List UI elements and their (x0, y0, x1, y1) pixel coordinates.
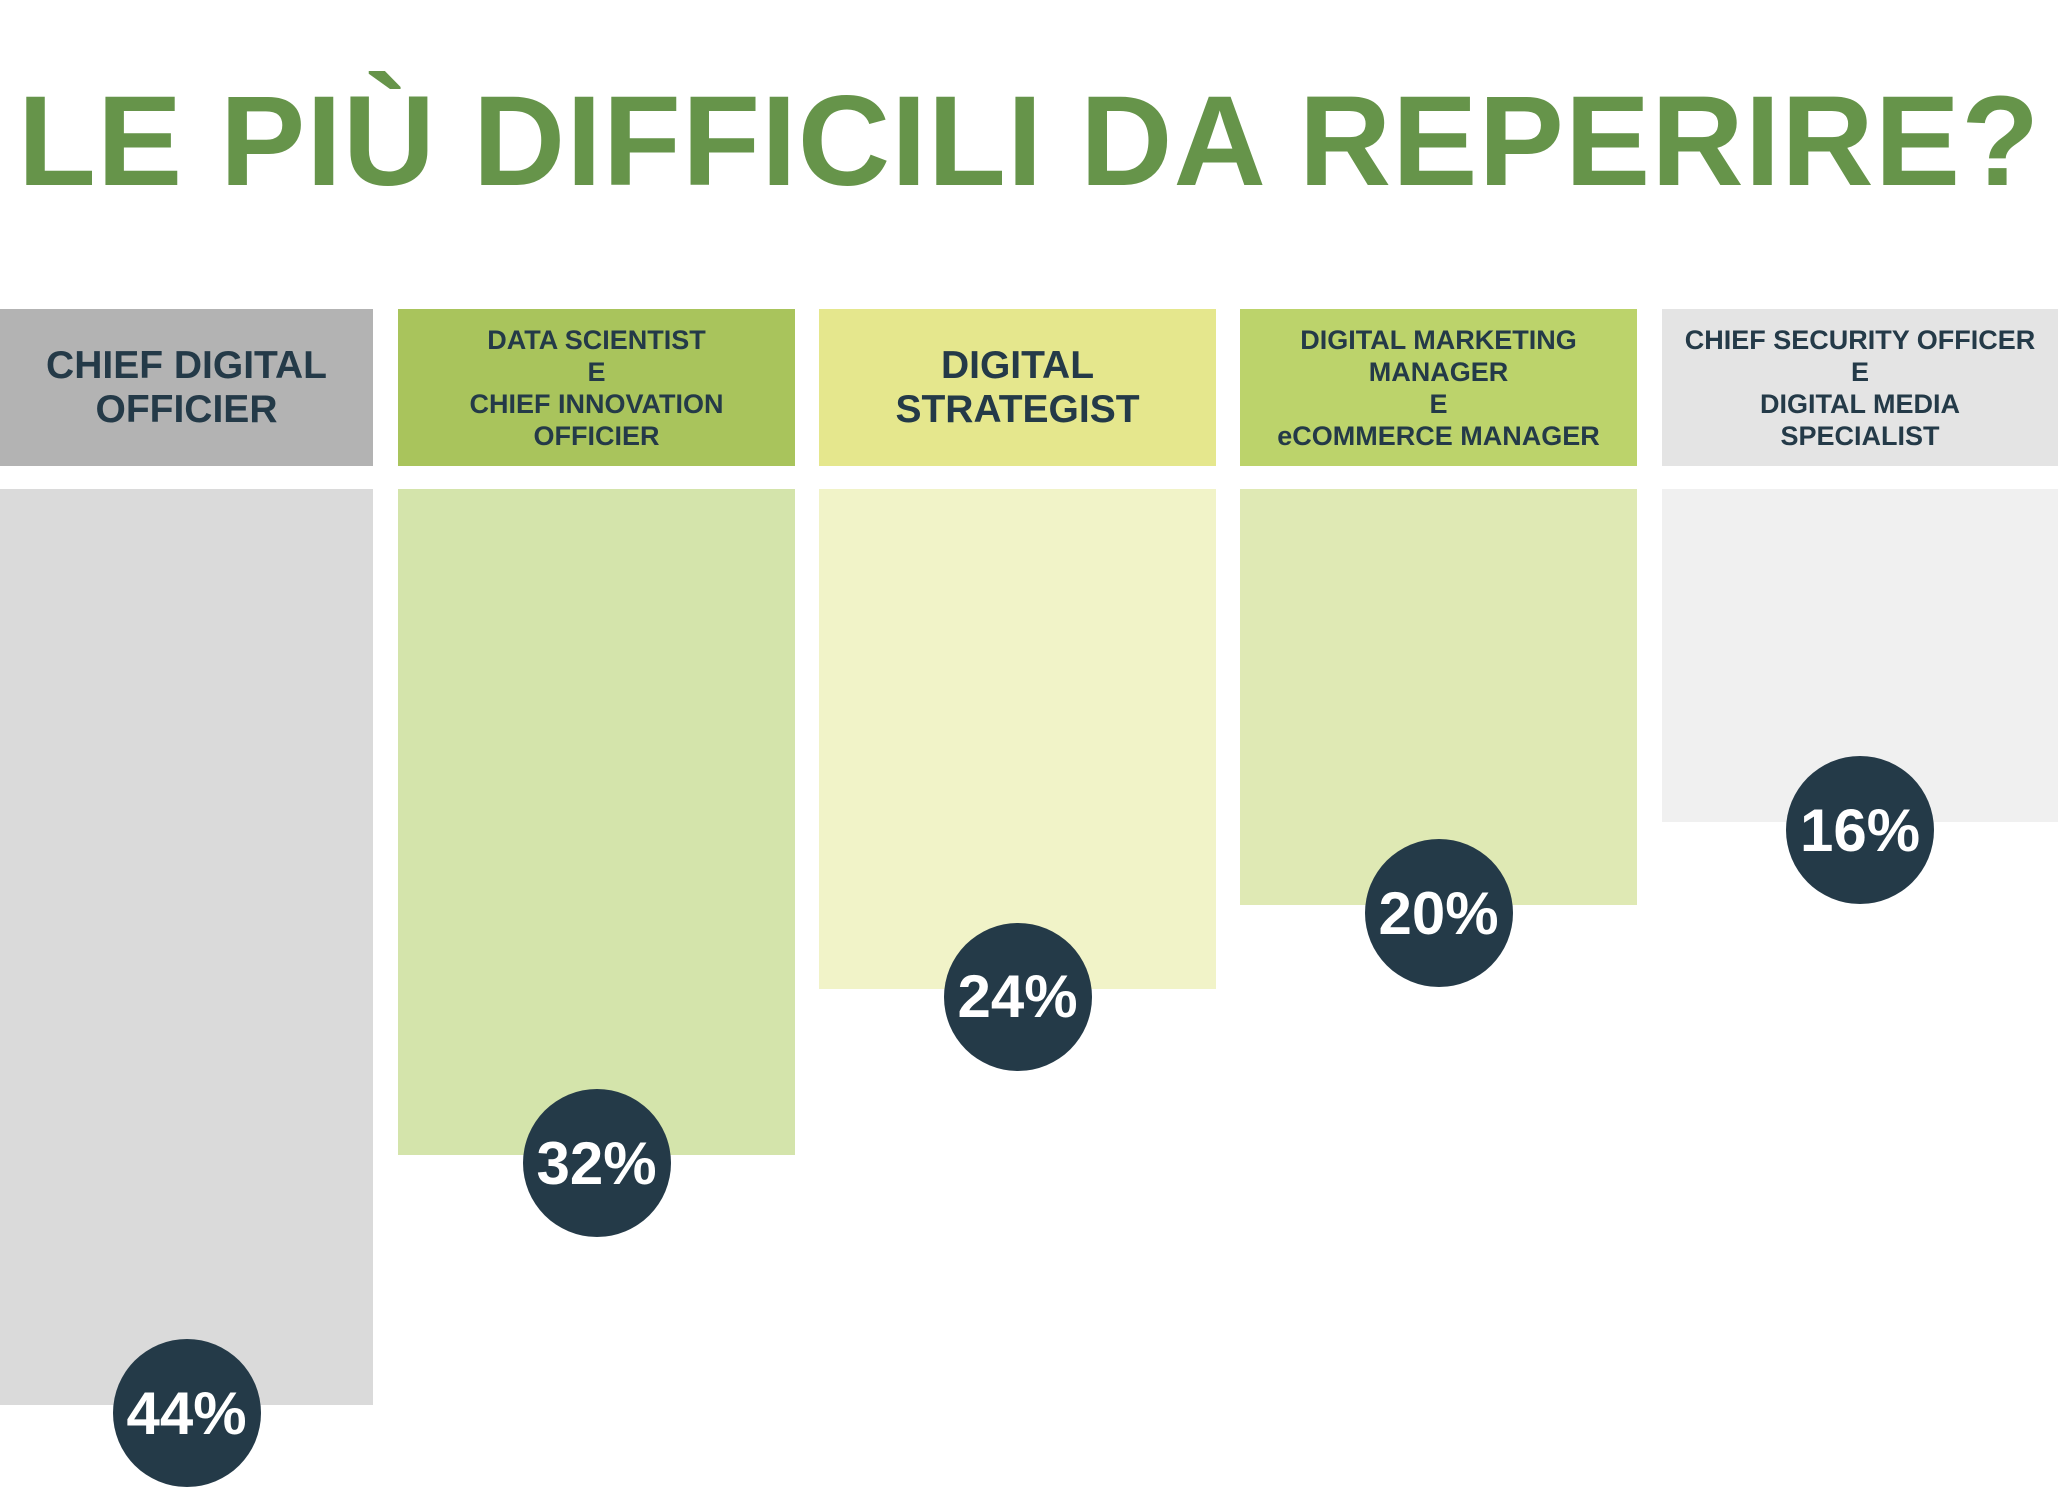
bar (819, 489, 1216, 989)
category-header: DIGITAL STRATEGIST (819, 309, 1216, 466)
category-label: DIGITAL MARKETING MANAGER E eCOMMERCE MA… (1277, 324, 1600, 451)
value-label: 16% (1786, 756, 1934, 905)
category-label: CHIEF SECURITY OFFICER E DIGITAL MEDIA S… (1684, 324, 2036, 451)
value-label: 32% (522, 1089, 671, 1238)
bar (0, 489, 373, 1405)
value-label: 20% (1364, 839, 1513, 988)
bar (1240, 489, 1637, 906)
category-label: CHIEF DIGITAL OFFICIER (46, 343, 327, 431)
category-label: DATA SCIENTIST E CHIEF INNOVATION OFFICI… (469, 324, 724, 451)
value-label: 44% (112, 1339, 261, 1487)
bar (398, 489, 795, 1156)
page-title: LE PIÙ DIFFICILI DA REPERIRE? (17, 70, 2041, 213)
value-label: 24% (943, 922, 1092, 1071)
category-header: DATA SCIENTIST E CHIEF INNOVATION OFFICI… (398, 309, 795, 466)
category-header: CHIEF DIGITAL OFFICIER (0, 309, 373, 466)
category-header: DIGITAL MARKETING MANAGER E eCOMMERCE MA… (1240, 309, 1637, 466)
category-header: CHIEF SECURITY OFFICER E DIGITAL MEDIA S… (1662, 309, 2058, 466)
category-label: DIGITAL STRATEGIST (895, 343, 1140, 431)
